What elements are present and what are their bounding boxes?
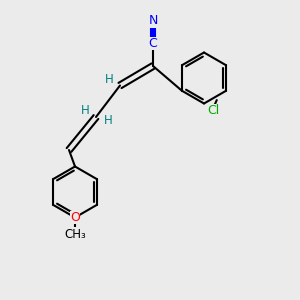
Text: C: C [148,37,158,50]
Text: O: O [70,211,80,224]
Text: H: H [81,104,90,118]
Text: Cl: Cl [208,104,220,117]
Text: N: N [148,14,158,28]
Text: H: H [103,113,112,127]
Text: CH₃: CH₃ [64,227,86,241]
Text: H: H [105,73,114,86]
